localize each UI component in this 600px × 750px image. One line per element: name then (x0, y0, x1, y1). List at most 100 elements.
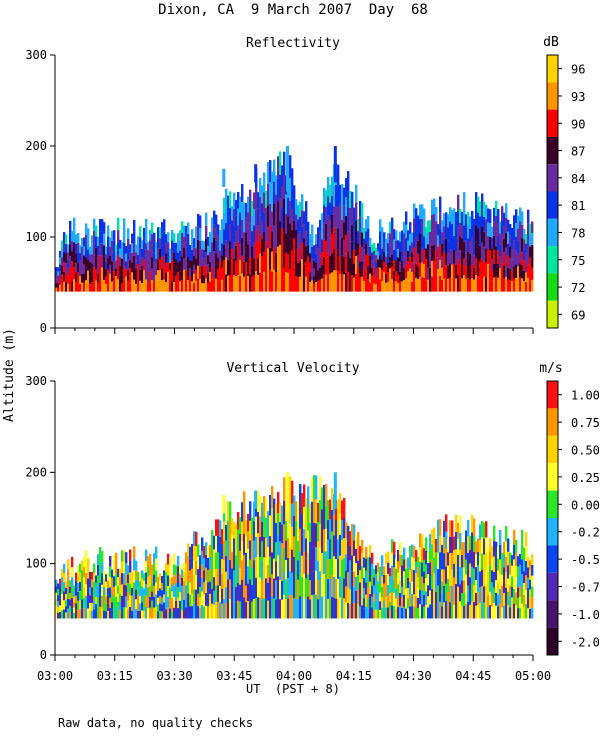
data-cell (447, 240, 450, 254)
data-cell (513, 278, 516, 292)
data-cell (477, 551, 480, 566)
data-cell (217, 246, 220, 259)
data-cell (119, 248, 122, 258)
data-cell (273, 538, 276, 559)
data-cell (451, 520, 454, 537)
data-cell (315, 234, 318, 244)
data-cell (423, 583, 426, 596)
data-cell (375, 284, 378, 292)
data-cell (505, 217, 508, 233)
data-cell (267, 564, 270, 583)
data-cell (209, 271, 212, 282)
data-cell (185, 585, 188, 597)
data-cell (109, 264, 112, 274)
data-cell (321, 531, 324, 553)
data-cell (177, 233, 180, 243)
data-cell (501, 563, 504, 575)
data-cell (507, 578, 510, 592)
data-cell (323, 551, 326, 574)
data-cell (117, 254, 120, 268)
data-cell (333, 514, 336, 536)
data-cell (247, 259, 250, 276)
data-cell (343, 558, 346, 579)
data-cell (85, 246, 88, 258)
data-cell (347, 271, 350, 292)
data-cell (83, 237, 86, 247)
data-cell (421, 277, 424, 292)
data-cell (389, 268, 392, 280)
data-cell (393, 260, 396, 271)
data-cell (363, 587, 366, 599)
data-cell (85, 280, 88, 292)
data-cell (129, 549, 132, 561)
data-cell (317, 522, 320, 542)
data-cell (357, 231, 360, 244)
data-cell (163, 267, 166, 280)
data-cell (243, 576, 246, 598)
data-cell (237, 275, 240, 292)
data-cell (179, 250, 182, 261)
data-cell (519, 575, 522, 587)
data-cell (505, 262, 508, 277)
data-cell (405, 264, 408, 279)
data-cell (467, 265, 470, 279)
data-cell (73, 229, 76, 243)
data-cell (373, 242, 376, 251)
data-cell (71, 608, 74, 619)
data-cell (59, 578, 62, 586)
data-cell (65, 606, 68, 613)
data-cell (433, 572, 436, 589)
data-cell (165, 243, 168, 254)
data-cell (169, 255, 172, 263)
data-cell (233, 192, 236, 210)
data-cell (393, 605, 396, 619)
data-cell (455, 531, 458, 550)
data-cell (141, 265, 144, 275)
data-cell (293, 556, 296, 578)
data-cell (169, 262, 172, 271)
data-cell (59, 585, 62, 593)
data-cell (179, 271, 182, 282)
data-cell (509, 552, 512, 564)
data-cell (57, 583, 60, 590)
data-cell (379, 279, 382, 292)
data-cell (433, 527, 436, 543)
data-cell (193, 238, 196, 248)
data-cell (151, 268, 154, 281)
data-cell (229, 224, 232, 242)
data-cell (509, 280, 512, 292)
data-cell (203, 241, 206, 250)
data-cell (87, 608, 90, 619)
data-cell (133, 546, 136, 559)
data-cell (267, 162, 270, 184)
data-cell (75, 243, 78, 254)
data-cell (309, 522, 312, 542)
data-cell (501, 552, 504, 564)
data-cell (435, 263, 438, 278)
data-cell (369, 544, 372, 558)
data-cell (521, 574, 524, 589)
data-cell (489, 250, 492, 265)
data-cell (465, 278, 468, 292)
data-cell (97, 236, 100, 246)
data-cell (183, 258, 186, 270)
data-cell (365, 582, 368, 595)
data-cell (313, 474, 316, 499)
data-cell (253, 258, 256, 276)
data-cell (409, 558, 412, 571)
x-tick-labels: 03:00 03:15 03:30 03:45 04:00 04:15 04:30 04:45… (37, 669, 551, 683)
data-cell (69, 586, 72, 594)
data-cell (431, 260, 434, 277)
data-cell (81, 589, 84, 600)
data-cell (249, 598, 252, 619)
data-cell (235, 555, 238, 572)
data-cell (311, 246, 314, 259)
data-cell (465, 574, 468, 590)
data-cell (159, 595, 162, 604)
data-cell (215, 601, 218, 619)
data-cell (169, 557, 172, 568)
data-cell (441, 255, 444, 268)
data-cell (319, 231, 322, 244)
data-cell (339, 576, 342, 598)
data-cell (525, 560, 528, 576)
